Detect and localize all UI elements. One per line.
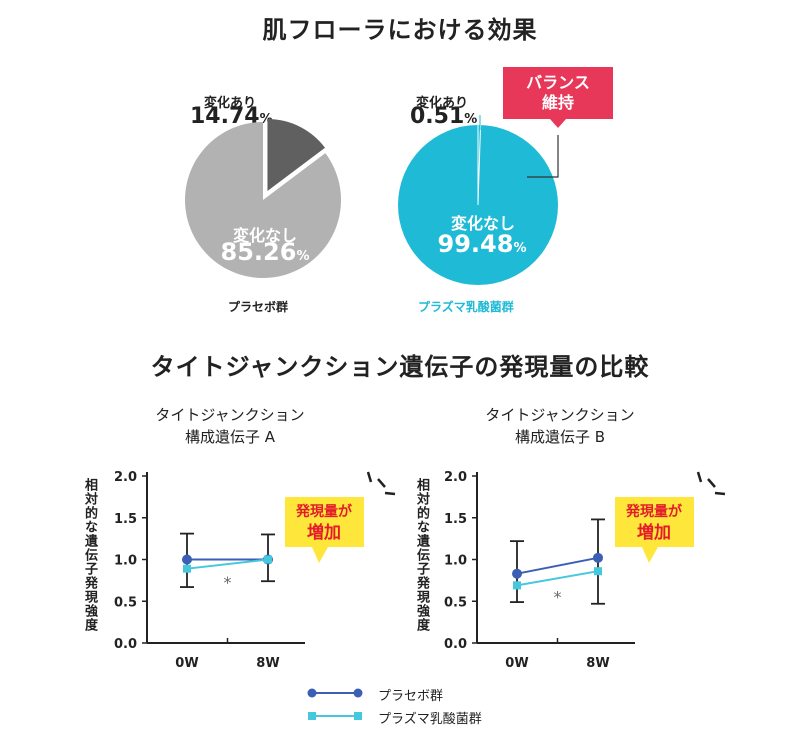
chart-b-ytick-label-1: 0.5: [444, 595, 467, 610]
chart-b-ytick-label-3: 1.5: [444, 512, 467, 527]
chart-a-emphasis-3: [384, 491, 396, 496]
chart-a-ytick-label-4: 2.0: [114, 470, 137, 485]
pie1-unchanged-label: 変化なし: [232, 226, 297, 245]
chart-a-callout-line1: 発現量が: [295, 503, 353, 520]
chart-a-callout-tail: [312, 547, 328, 563]
chart-a-xtick-label-1: 8W: [256, 656, 279, 670]
chart-a-xtick-label-0: 0W: [175, 656, 198, 670]
chart-a-series-line-1: [186, 558, 269, 570]
chart-a-emphasis-1: [366, 471, 373, 483]
chart-a-ytick-label-0: 0.0: [114, 637, 137, 652]
pie2-changed-value: 0.51%: [410, 104, 478, 129]
chart-b-series1-point-1: [594, 567, 602, 576]
chart-a-series1-point-0: [183, 564, 191, 573]
chart-b-ytick-label-2: 1.0: [444, 554, 467, 569]
chart-a-ytick-label-1: 0.5: [114, 595, 137, 610]
legend-placebo-label: プラセボ群: [378, 689, 444, 704]
chart-a-title-line2: 構成遺伝子 A: [184, 428, 276, 446]
chart-b-series-line-0: [516, 556, 599, 575]
chart-a-series1-point-1: [264, 555, 272, 564]
chart-b-callout-box: [615, 497, 694, 547]
chart-b-emphasis-1: [696, 471, 703, 483]
chart-b-xtick-label-1: 8W: [586, 656, 609, 670]
pie2-slice-changed: [477, 125, 482, 206]
chart-a-title-line1: タイトジャンクション: [155, 406, 305, 424]
chart-a-series0-point-0: [182, 554, 192, 565]
pie1-slice-changed: [267, 119, 326, 192]
chart-a-callout-box: [285, 497, 364, 547]
chart-b-ytick-label-0: 0.0: [444, 637, 467, 652]
pie1-chart: [185, 119, 341, 278]
balance-callout-line1: バランス: [526, 73, 590, 92]
chart-b-series-line-1: [516, 570, 599, 587]
pie1-group-label: プラセボ群: [228, 300, 289, 314]
chart-a-callout-line2: 増加: [307, 522, 341, 543]
pie2-changed-label: 変化あり: [416, 96, 469, 111]
pie2-chart: [398, 115, 559, 285]
chart-b-significance-mark: *: [554, 587, 562, 606]
chart-a-ytick-label-3: 1.5: [114, 512, 137, 527]
legend-plasma-marker-left: [308, 712, 316, 720]
balance-callout: バランス 維持: [503, 67, 613, 119]
pie1-slice-unchanged: [185, 122, 341, 278]
chart-b-title-line1: タイトジャンクション: [485, 406, 635, 424]
chart-b-series1-point-0: [513, 581, 521, 590]
chart-b-emphasis-3: [714, 491, 726, 496]
pie2-group-label: プラズマ乳酸菌群: [418, 300, 514, 314]
chart-b-ylabel: 相対的な遺伝子発現強度: [414, 478, 429, 632]
chart-a-ylabel: 相対的な遺伝子発現強度: [82, 478, 97, 632]
chart-a-significance-mark: *: [224, 573, 232, 592]
pie2-unchanged-value: 99.48%: [437, 230, 527, 258]
chart-b-callout-line2: 増加: [637, 522, 671, 543]
chart-a-title: タイトジャンクション 構成遺伝子 A: [140, 404, 320, 448]
chart-b-ytick-label-4: 2.0: [444, 470, 467, 485]
chart-b-series0-point-1: [593, 552, 603, 563]
top-section-title: 肌フローラにおける効果: [262, 16, 538, 44]
chart-a-ytick-label-2: 1.0: [114, 554, 137, 569]
balance-callout-line2: 維持: [541, 93, 574, 112]
bottom-section-title: タイトジャンクション遺伝子の発現量の比較: [150, 353, 650, 381]
pie1-changed-label: 変化あり: [204, 96, 257, 111]
chart-b-series0-point-0: [512, 568, 522, 579]
pie1-unchanged-value: 85.26%: [220, 238, 310, 266]
balance-callout-tail: [550, 119, 566, 128]
legend-placebo-marker-right: [353, 688, 363, 698]
chart-b-title: タイトジャンクション 構成遺伝子 B: [470, 404, 650, 448]
chart-b-xtick-label-0: 0W: [505, 656, 528, 670]
legend-plasma-marker-right: [354, 712, 362, 720]
chart-b-callout-tail: [642, 547, 658, 563]
chart-a-emphasis-2: [377, 478, 386, 488]
pie2-unchanged-label: 変化なし: [450, 214, 515, 233]
chart-b-emphasis-2: [707, 478, 716, 488]
legend-placebo-marker-left: [307, 688, 317, 698]
legend-markers: [307, 688, 363, 720]
legend-plasma-label: プラズマ乳酸菌群: [378, 712, 482, 727]
callout-leader-line: [527, 135, 559, 178]
chart-b-title-line2: 構成遺伝子 B: [514, 428, 606, 446]
chart-b-callout-line1: 発現量が: [625, 503, 683, 520]
